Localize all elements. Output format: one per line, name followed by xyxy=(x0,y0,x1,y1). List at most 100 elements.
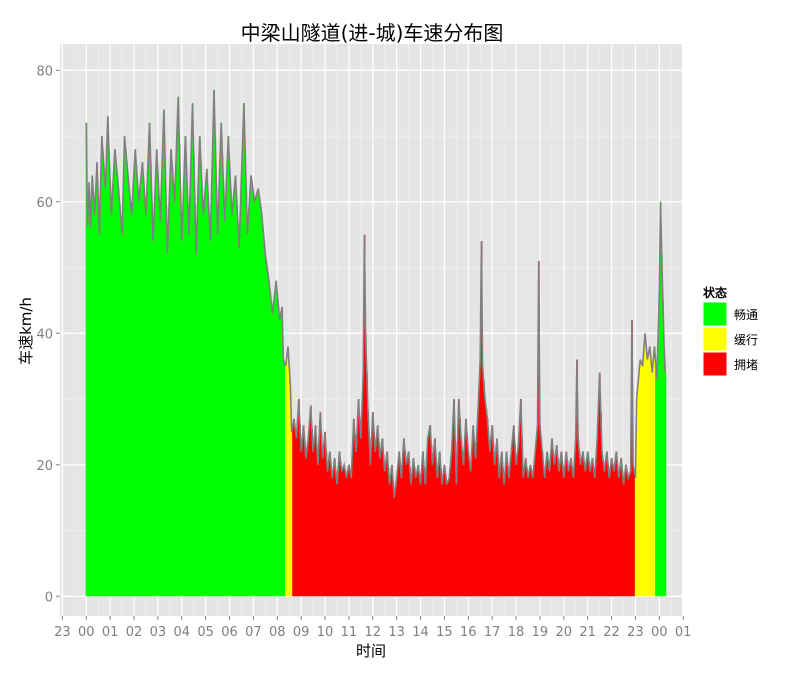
speed-bar xyxy=(120,219,122,597)
speed-bar xyxy=(146,184,149,597)
speed-bar xyxy=(375,438,378,597)
speed-bar xyxy=(331,477,334,597)
speed-bar xyxy=(116,175,119,597)
speed-bar xyxy=(301,438,304,597)
speed-bar xyxy=(200,162,202,597)
speed-bar xyxy=(238,247,241,597)
speed-bar xyxy=(263,241,266,597)
speed-bar xyxy=(244,147,247,597)
speed-bar xyxy=(311,428,313,597)
speed-bar xyxy=(400,477,403,597)
speed-bar xyxy=(465,418,467,597)
speed-bar xyxy=(544,477,546,597)
speed-bar xyxy=(134,149,137,597)
speed-bar xyxy=(345,477,348,597)
speed-bar xyxy=(440,468,442,597)
speed-bar xyxy=(363,234,366,597)
speed-bar xyxy=(657,336,660,597)
speed-bar xyxy=(464,441,466,597)
speed-bar xyxy=(527,477,529,597)
speed-bar xyxy=(305,458,307,597)
speed-bar xyxy=(154,179,157,597)
speed-bar xyxy=(277,306,280,597)
speed-bar xyxy=(279,320,281,597)
speed-bar xyxy=(326,471,329,597)
speed-bar xyxy=(556,445,558,597)
x-tick-label: 04 xyxy=(174,625,191,640)
speed-bar xyxy=(295,438,298,597)
speed-bar xyxy=(362,372,365,597)
speed-bar xyxy=(165,206,168,597)
speed-bar xyxy=(152,241,155,597)
speed-bar xyxy=(246,234,249,597)
speed-bar xyxy=(542,464,545,597)
speed-bar xyxy=(97,198,100,597)
speed-bar xyxy=(608,477,611,597)
speed-bar xyxy=(236,199,238,597)
speed-bar xyxy=(621,471,624,597)
speed-bar xyxy=(89,205,91,597)
speed-bar xyxy=(461,451,464,597)
speed-bar xyxy=(422,451,424,597)
speed-bar xyxy=(637,385,639,597)
speed-bar xyxy=(496,438,498,597)
speed-bar xyxy=(577,438,580,597)
speed-bar xyxy=(199,136,201,597)
speed-bar xyxy=(421,468,423,597)
speed-bar xyxy=(638,372,641,597)
speed-bar xyxy=(579,464,582,597)
speed-bar xyxy=(622,484,625,597)
speed-bar xyxy=(610,458,613,597)
speed-bar xyxy=(535,438,538,597)
speed-bar xyxy=(627,477,630,597)
x-tick-label: 19 xyxy=(532,625,549,640)
speed-bar xyxy=(392,481,395,597)
speed-bar xyxy=(99,185,102,597)
x-tick-label: 18 xyxy=(508,625,525,640)
speed-bar xyxy=(563,477,565,597)
speed-bar xyxy=(583,461,586,597)
speed-bar xyxy=(286,356,288,597)
speed-bar xyxy=(484,399,487,597)
speed-bar xyxy=(653,346,656,597)
x-axis-title: 时间 xyxy=(356,642,386,660)
speed-bar xyxy=(213,90,216,597)
speed-bar xyxy=(545,464,547,597)
speed-bar xyxy=(240,175,243,597)
speed-bar xyxy=(533,464,535,597)
speed-bar xyxy=(108,149,110,597)
x-tick-label: 10 xyxy=(317,625,334,640)
speed-bar xyxy=(234,175,237,597)
y-tick-label: 20 xyxy=(36,459,53,474)
speed-bar xyxy=(503,484,506,597)
speed-bar xyxy=(158,197,161,597)
speed-bar xyxy=(514,445,516,597)
speed-bar xyxy=(91,175,94,597)
speed-bar xyxy=(257,188,260,597)
speed-bar xyxy=(559,461,562,597)
speed-bar xyxy=(353,418,355,597)
speed-bar xyxy=(492,445,495,597)
speed-bar xyxy=(121,234,124,597)
speed-bar xyxy=(528,471,531,597)
speed-bar xyxy=(384,471,386,597)
speed-bar xyxy=(367,412,370,597)
speed-bar xyxy=(202,214,205,597)
speed-bar xyxy=(281,306,284,597)
speed-bar xyxy=(437,464,440,597)
speed-bar xyxy=(615,451,618,597)
speed-bar xyxy=(169,184,171,597)
speed-bar xyxy=(658,293,661,597)
speed-bar xyxy=(468,461,471,597)
speed-bar xyxy=(178,144,181,597)
x-tick-label: 06 xyxy=(221,625,238,640)
speed-bar xyxy=(474,458,477,597)
speed-bar xyxy=(404,451,407,597)
speed-bar xyxy=(203,199,206,597)
speed-bar xyxy=(620,458,623,597)
speed-bar xyxy=(501,451,503,597)
speed-bar xyxy=(587,451,589,597)
speed-bar xyxy=(133,171,136,597)
speed-bar xyxy=(489,451,491,597)
speed-bar xyxy=(219,160,221,597)
